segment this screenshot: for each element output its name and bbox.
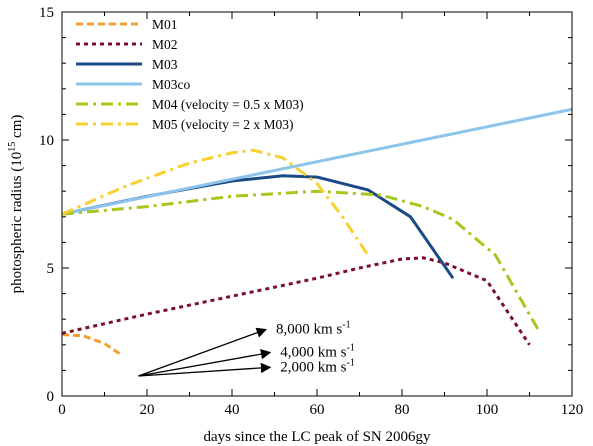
velocity-label: 4,000 km s-1 [280,342,355,360]
x-tick-label: 40 [225,402,240,418]
legend-label: M03 [152,57,178,72]
series-layer [62,107,572,357]
velocity-arrow [138,362,272,377]
legend-label: M04 (velocity = 0.5 x M03) [152,97,304,112]
series-line-m01 [62,333,123,357]
x-tick-label: 120 [561,402,584,418]
x-tick-label: 60 [310,402,325,418]
velocity-label: 8,000 km s-1 [276,319,351,337]
velocity-arrow [138,349,272,377]
y-tick-label: 0 [47,389,55,405]
series-line-m02 [62,256,531,346]
legend-label: M03co [152,77,190,92]
x-tick-label: 100 [476,402,499,418]
x-tick-label: 20 [140,402,155,418]
y-axis-label: photospheric radius (1015 cm) [7,115,25,294]
velocity-arrow [138,327,267,377]
velocity-label: 2,000 km s-1 [280,357,355,375]
annotation-layer: 8,000 km s-1 4,000 km s-12,000 km s-1 [138,319,355,377]
series-line-m04 [62,189,540,331]
series-line-m03 [62,174,455,280]
plot-frame [61,11,573,397]
legend-label: M01 [152,17,178,32]
x-tick-label: 80 [395,402,410,418]
y-tick-label: 15 [39,5,54,21]
legend-label: M02 [152,37,178,52]
axis-ticks: 0 20 40 60 80 100 120 0 5 10 15 [39,5,583,418]
series-line-m03co [62,107,572,216]
legend-label: M05 (velocity = 2 x M03) [152,117,293,132]
legend: M01 M02 M03 M03co M04 (velocity = 0.5 x M03)… [76,17,304,132]
y-tick-label: 10 [39,133,54,149]
x-axis-label: days since the LC peak of SN 2006gy [203,429,431,445]
series-line-m05 [62,148,370,257]
y-tick-label: 5 [47,261,55,277]
x-tick-label: 0 [58,402,66,418]
